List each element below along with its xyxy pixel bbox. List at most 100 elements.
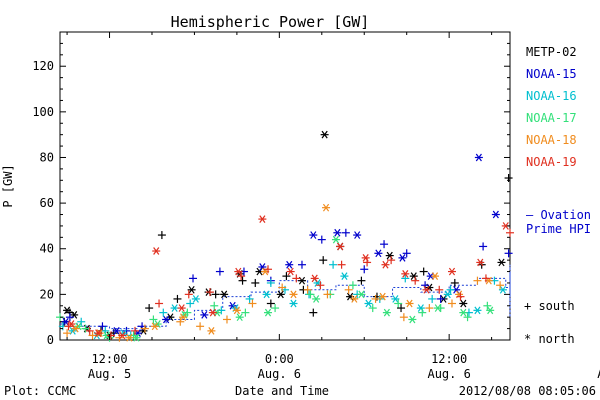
north-asterisk-marker [422,285,431,294]
north-asterisk-marker [491,210,500,219]
north-asterisk-marker [409,272,418,280]
legend-item-noaa-16: NOAA-16 [526,89,577,103]
south-plus-marker [241,308,250,317]
north-asterisk-marker [208,308,217,317]
north-asterisk-marker [405,299,414,308]
north-asterisk-marker [498,285,507,294]
south-plus-marker [344,285,353,294]
north-asterisk-marker [71,324,80,333]
south-plus-marker [176,317,185,326]
north-asterisk-marker [381,260,390,269]
north-marker-legend: * north [524,332,575,346]
north-asterisk-marker [309,231,318,239]
north-asterisk-marker [132,333,141,342]
north-asterisk-marker [408,315,417,324]
south-plus-marker [266,299,275,308]
north-asterisk-marker [443,290,452,299]
y-tick-label: 80 [40,150,54,164]
south-plus-marker [189,274,198,283]
x-tick-time-label: 12:00 [91,352,127,366]
y-axis-label: P [GW] [1,164,15,207]
north-asterisk-marker [286,267,295,276]
north-asterisk-marker [486,306,495,315]
south-plus-marker [210,301,219,310]
north-asterisk-marker [235,313,244,322]
south-plus-marker [186,299,195,308]
south-plus-marker [504,249,513,258]
south-plus-marker [496,281,505,290]
ovation-label-line2: Prime HPI [526,222,591,236]
south-plus-marker [271,304,280,313]
ovation-prime-hpi-path [60,264,511,330]
south-plus-marker [292,274,301,283]
north-asterisk-marker [276,290,285,299]
plot-credit: Plot: CCMC [4,384,76,398]
south-plus-marker [309,308,318,317]
north-asterisk-marker [312,295,321,303]
y-axis: 0 20 40 60 80 100 120 [32,42,510,347]
north-asterisk-marker [285,260,294,269]
south-plus-marker [446,285,455,294]
north-asterisk-marker [264,308,273,317]
north-asterisk-marker [385,251,394,260]
south-plus-marker [506,228,514,237]
south-plus-marker [380,240,389,249]
north-asterisk-marker [459,299,468,308]
data-markers [56,130,514,342]
north-asterisk-marker [258,215,267,223]
south-plus-marker [297,260,306,269]
chart-title: Hemispheric Power [GW] [171,13,370,31]
north-asterisk-marker [361,254,370,262]
legend-item-metp-02: METP-02 [526,45,577,59]
south-plus-marker [206,288,214,297]
north-asterisk-marker [431,272,439,280]
south-plus-marker [238,276,247,285]
south-plus-marker [63,329,72,338]
north-asterisk-marker [382,308,391,317]
south-plus-marker [157,231,166,240]
south-plus-marker [425,304,434,313]
south-plus-marker [319,256,328,265]
south-plus-marker [159,308,168,317]
south-plus-marker [479,242,488,251]
x-tick-time-label: 12:00 [431,352,467,366]
south-plus-marker [248,299,257,308]
north-asterisk-marker [67,320,76,328]
south-plus-marker [357,276,366,285]
south-plus-marker [473,276,482,285]
south-plus-marker [317,235,326,244]
y-tick-label: 40 [40,242,54,256]
south-plus-marker [222,315,231,324]
north-asterisk-marker [398,254,407,262]
north-asterisk-marker [401,269,410,278]
south-plus-marker [447,299,456,308]
south-plus-marker [399,313,408,322]
north-asterisk-marker [433,304,442,312]
south-plus-marker [436,294,445,303]
plot-frame [59,31,511,341]
south-plus-marker [140,324,149,333]
south-plus-marker [278,283,287,292]
legend: METP-02 NOAA-15 NOAA-16 NOAA-17 NOAA-18 NOAA-… [526,45,577,169]
south-plus-marker [483,301,492,310]
legend-item-noaa-19: NOAA-19 [526,155,577,169]
plot-timestamp: 2012/08/08 08:05:06 [459,384,596,398]
north-asterisk-marker [310,274,319,283]
south-plus-marker [450,278,459,287]
north-asterisk-marker [118,331,127,340]
x-tick-date-label: Aug. 5 [88,367,131,381]
x-axis-label: Date and Time [235,384,329,398]
south-plus-marker [316,281,325,290]
north-asterisk-marker [364,299,373,308]
north-asterisk-marker [125,333,134,342]
north-asterisk-marker [353,231,362,239]
south-plus-marker [173,294,182,303]
south-plus-marker [394,299,403,308]
south-plus-marker [65,313,74,322]
north-asterisk-marker [416,304,425,312]
north-asterisk-marker [378,292,387,301]
south-plus-marker [337,260,346,269]
south-plus-marker [149,315,158,324]
south-plus-marker [184,290,193,299]
